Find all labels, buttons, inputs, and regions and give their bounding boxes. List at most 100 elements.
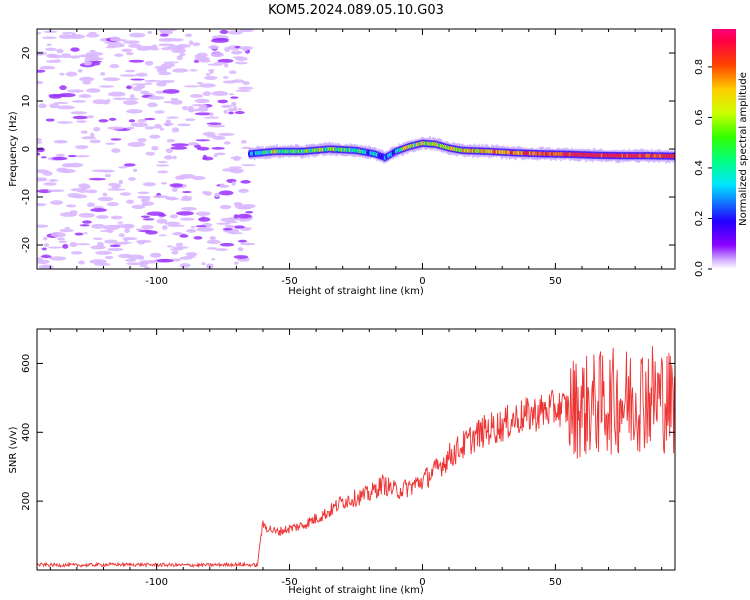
noise-speckle [73, 155, 91, 158]
noise-speckle [108, 117, 117, 121]
noise-speckle [211, 37, 230, 41]
snr-y-tick-label: 400 [21, 423, 32, 442]
noise-speckle [47, 189, 65, 193]
noise-speckle [144, 79, 161, 83]
noise-speckle [57, 105, 75, 110]
noise-speckle [103, 102, 110, 105]
noise-speckle [229, 168, 244, 174]
noise-speckle [184, 85, 200, 88]
noise-speckle [71, 100, 87, 103]
noise-speckle [209, 112, 214, 117]
noise-speckle [89, 49, 96, 53]
noise-speckle [144, 82, 153, 85]
noise-speckle [121, 48, 133, 52]
noise-speckle [38, 103, 47, 109]
noise-speckle [184, 33, 193, 37]
noise-speckle [137, 118, 147, 123]
colorbar-tick-label: 0.6 [694, 109, 705, 125]
noise-speckle [145, 151, 156, 156]
noise-speckle [222, 80, 237, 84]
noise-speckle [114, 183, 121, 189]
noise-speckle [153, 123, 162, 129]
noise-speckle [70, 251, 83, 255]
noise-speckle [235, 89, 251, 92]
noise-speckle [107, 188, 126, 191]
noise-speckle [188, 110, 195, 113]
colorbar-label: Normalized spectral amplitude [738, 72, 749, 226]
noise-speckle [179, 52, 186, 57]
noise-speckle [105, 99, 111, 103]
noise-speckle [129, 94, 135, 99]
noise-speckle [163, 122, 174, 126]
noise-speckle [83, 232, 88, 235]
noise-speckle [156, 258, 174, 263]
snr-x-ticks: -100 -50 0 50 [49, 329, 663, 588]
colorbar: 0.0 0.2 0.4 0.6 0.8 Normalized spectral ampl… [694, 29, 749, 277]
noise-speckle [179, 234, 189, 238]
noise-speckle [189, 69, 198, 72]
noise-speckle [233, 225, 245, 229]
noise-speckle [37, 259, 50, 264]
spectrogram-x-tick-label: 0 [419, 276, 425, 287]
noise-speckle [209, 236, 217, 240]
noise-speckle [126, 199, 135, 204]
noise-speckle [69, 242, 78, 248]
noise-speckle [192, 175, 206, 181]
noise-speckle [45, 118, 55, 122]
noise-speckle [54, 101, 69, 105]
noise-speckle [196, 81, 203, 85]
noise-speckle [190, 226, 196, 229]
noise-speckle [201, 156, 214, 161]
noise-speckle [149, 134, 161, 139]
noise-speckle [203, 116, 220, 119]
noise-speckle [240, 139, 247, 144]
noise-speckle [237, 247, 244, 252]
noise-speckle [237, 213, 252, 219]
noise-speckle [219, 242, 235, 247]
spectrogram-x-ticks: -100 -50 0 50 [49, 29, 663, 287]
noise-speckle [152, 195, 170, 199]
noise-speckle [92, 99, 108, 105]
noise-speckle [176, 44, 191, 48]
noise-speckle [88, 57, 104, 61]
noise-speckle [124, 228, 130, 234]
noise-speckle [141, 224, 154, 230]
noise-speckle [206, 134, 218, 138]
noise-speckle [154, 110, 165, 114]
noise-speckle [56, 121, 73, 124]
noise-speckle [159, 33, 169, 37]
noise-speckle [222, 76, 229, 79]
noise-speckle [37, 69, 46, 73]
noise-speckle [180, 197, 192, 202]
noise-speckle [118, 179, 124, 185]
noise-speckle [110, 138, 122, 141]
noise-speckle [217, 58, 234, 63]
noise-speckle [193, 144, 202, 148]
noise-speckle [109, 244, 121, 248]
noise-speckle [128, 119, 136, 123]
noise-speckle [234, 261, 239, 265]
noise-speckle [206, 247, 217, 250]
noise-speckle [54, 140, 67, 143]
snr-x-tick-label: -100 [145, 577, 168, 588]
noise-speckle [42, 264, 48, 268]
noise-speckle [58, 92, 76, 98]
noise-speckle [65, 71, 78, 77]
noise-speckle [196, 146, 210, 151]
noise-speckle [127, 141, 146, 147]
noise-speckle [144, 126, 155, 130]
noise-speckle [123, 237, 129, 242]
noise-speckle [96, 214, 109, 219]
noise-speckle [162, 225, 168, 230]
noise-speckle [198, 83, 216, 88]
noise-speckle [156, 218, 168, 224]
snr-x-label: Height of straight line (km) [288, 585, 424, 596]
noise-speckle [119, 192, 132, 196]
noise-speckle [79, 76, 95, 82]
noise-speckle [61, 53, 72, 59]
noise-speckle [122, 100, 139, 106]
noise-speckle [175, 242, 184, 247]
noise-speckle [99, 229, 114, 233]
spectrogram-x-tick-label: -50 [281, 276, 297, 287]
noise-speckle [231, 101, 237, 107]
